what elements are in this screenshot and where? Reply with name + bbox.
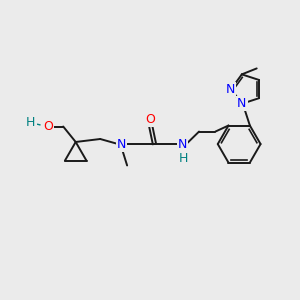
Text: O: O	[43, 120, 53, 133]
Text: H: H	[179, 152, 189, 165]
Text: H: H	[26, 116, 35, 130]
Text: N: N	[178, 138, 188, 151]
Text: O: O	[145, 112, 155, 126]
Text: N: N	[117, 138, 127, 151]
Text: N: N	[237, 97, 247, 110]
Text: N: N	[226, 82, 235, 96]
